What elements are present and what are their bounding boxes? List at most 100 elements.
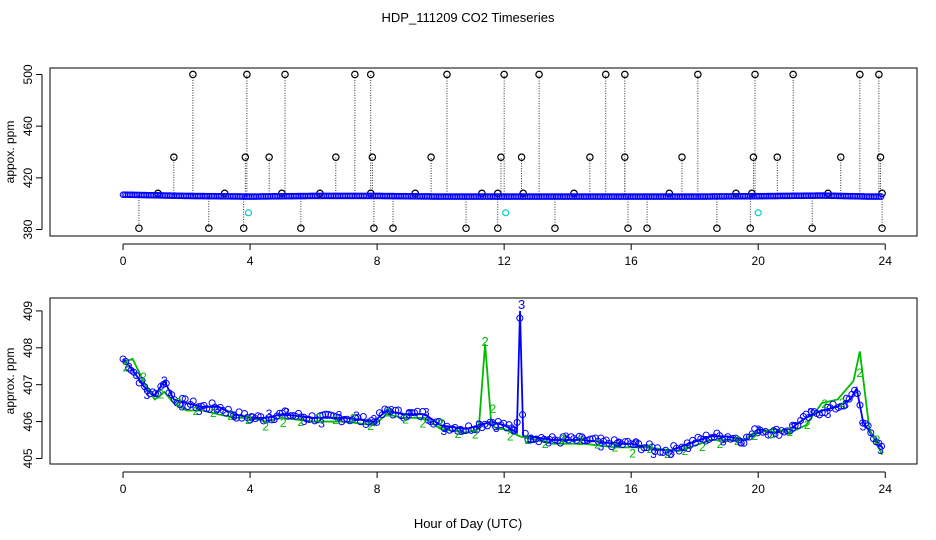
top-x-tick-label: 16	[624, 254, 638, 268]
green-marker-label: 2	[629, 446, 636, 460]
blue-point	[133, 372, 141, 380]
spike-point	[332, 153, 340, 161]
blue-marker-label: 3	[755, 423, 762, 437]
blue-point	[378, 411, 386, 419]
blue-point	[805, 414, 813, 422]
blue-point	[373, 418, 381, 426]
blue-point	[718, 436, 726, 444]
spike-point	[281, 70, 289, 79]
green-marker-label: 2	[245, 413, 252, 427]
green-marker-label: 2	[455, 427, 462, 441]
green-marker-label: 2	[717, 437, 724, 451]
baseline-point	[876, 193, 883, 200]
spike-point	[368, 153, 377, 161]
spike-point	[297, 224, 305, 233]
green-marker-label: 2	[786, 425, 793, 439]
spike-point	[751, 70, 759, 79]
chart-title: HDP_111209 CO2 Timeseries	[382, 10, 555, 25]
blue-marker-label: 3	[318, 416, 325, 430]
spike-point	[135, 224, 143, 233]
blue-point	[821, 409, 829, 417]
blue-point	[575, 432, 583, 440]
bottom-plot-frame	[49, 297, 918, 465]
blue-point	[303, 415, 311, 423]
blue-marker-label: 3	[772, 426, 779, 440]
green-marker-label: 2	[577, 434, 584, 448]
blue-marker-label: 3	[440, 424, 447, 438]
spike-point	[243, 70, 251, 79]
blue-point	[138, 376, 146, 384]
blue-point	[824, 403, 832, 411]
top-x-tick-label: 8	[374, 254, 381, 268]
green-marker-label: 2	[664, 447, 671, 461]
blue-point	[783, 427, 791, 435]
top-y-tick-label: 460	[21, 116, 35, 136]
cyan-point	[754, 209, 762, 217]
blue-point	[789, 421, 797, 429]
green-marker-label: 2	[559, 432, 566, 446]
spike-point	[621, 70, 629, 79]
blue-point	[818, 409, 826, 417]
green-marker-label: 2	[821, 397, 828, 411]
blue-marker-label: 3	[475, 418, 482, 432]
blue-marker-label: 3	[877, 443, 884, 457]
spike-point	[875, 70, 883, 79]
green-marker-label: 2	[542, 437, 549, 451]
blue-point	[154, 390, 162, 398]
spike-point	[878, 224, 886, 233]
spike-point	[713, 224, 721, 233]
blue-marker-label: 3	[580, 433, 587, 447]
green-marker-label: 2	[856, 366, 863, 380]
top-y-tick-label: 420	[21, 168, 35, 188]
top-panel: 0 4 8 12 16 20 24 380 420 460 500 appox. ppm	[3, 64, 918, 268]
blue-point	[791, 421, 799, 429]
blue-marker-label: 3	[196, 404, 203, 418]
blue-point	[357, 418, 365, 426]
blue-marker-label: 3	[406, 408, 413, 422]
blue-point	[764, 431, 772, 439]
spike-point	[366, 70, 375, 79]
spike-point	[836, 153, 845, 161]
blue-point	[524, 436, 532, 444]
green-marker-label: 2	[472, 428, 479, 442]
green-marker-label: 2	[315, 411, 322, 425]
blue-point	[459, 427, 467, 435]
blue-marker-label: 3	[458, 424, 465, 438]
blue-point	[640, 444, 648, 452]
blue-point	[470, 425, 478, 433]
top-x-tick-label: 20	[752, 254, 766, 268]
spike-point	[493, 224, 502, 233]
spike-point	[856, 70, 864, 79]
top-x-tick-label: 4	[247, 254, 254, 268]
spike-point	[241, 153, 250, 161]
green-marker-label: 2	[437, 416, 444, 430]
blue-point	[740, 439, 748, 447]
spike-point	[808, 224, 816, 233]
bottom-y-tick-label: 405	[21, 448, 35, 468]
green-marker-label: 2	[490, 402, 497, 416]
blue-point	[370, 418, 378, 426]
green-marker-label: 2	[507, 429, 514, 443]
spike-point	[746, 224, 755, 233]
blue-marker-label: 3	[301, 414, 308, 428]
blue-marker-label: 3	[493, 421, 500, 435]
green-marker-label: 2	[332, 413, 339, 427]
spike-point	[427, 153, 435, 161]
bottom-x-tick-label: 20	[752, 482, 766, 496]
green-marker-label: 2	[769, 427, 776, 441]
blue-point	[351, 414, 359, 422]
green-marker-label: 2	[262, 419, 269, 433]
spike-point	[351, 70, 359, 79]
green-marker-label: 2	[140, 370, 147, 384]
green-marker-label: 2	[228, 409, 235, 423]
blue-point	[697, 435, 705, 443]
green-marker-label: 2	[804, 418, 811, 432]
baseline-point	[877, 193, 885, 200]
blue-marker-label: 3	[615, 436, 622, 450]
blue-marker-label: 3	[842, 398, 849, 412]
spike-point	[551, 224, 559, 233]
bottom-x-tick-label: 4	[247, 482, 254, 496]
green-marker-label: 2	[734, 434, 741, 448]
blue-point	[438, 419, 446, 427]
